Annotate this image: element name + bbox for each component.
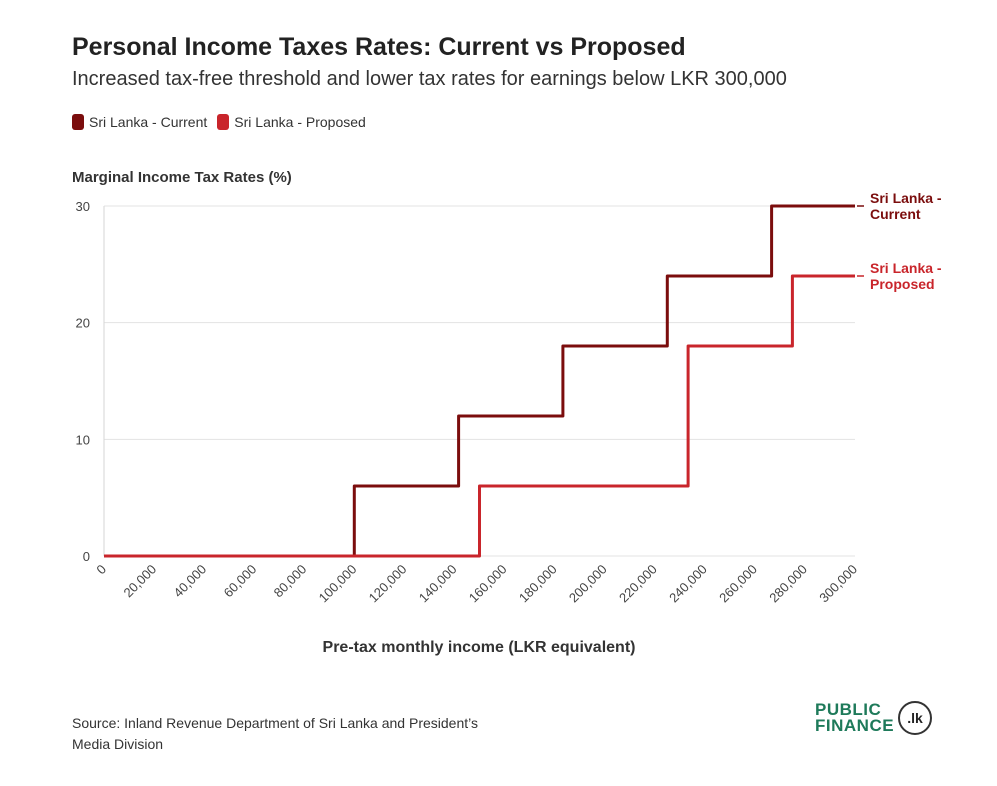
source-line-1: Source: Inland Revenue Department of Sri…	[72, 715, 478, 731]
y-tick-label-20: 20	[76, 316, 90, 331]
y-tick-label-10: 10	[76, 432, 90, 447]
x-axis-ticks: 0 20,000 40,000 60,000 80,000 100,000 120,000 1…	[93, 562, 860, 606]
logo-badge: .lk	[898, 701, 933, 735]
x-tick-label-140000: 140,000	[416, 562, 460, 606]
x-tick-label-300000: 300,000	[816, 562, 860, 606]
legend-swatch-proposed	[217, 114, 230, 130]
chart-subtitle: Increased tax-free threshold and lower t…	[72, 68, 787, 90]
x-tick-label-220000: 220,000	[616, 562, 660, 606]
x-tick-label-240000: 240,000	[666, 562, 710, 606]
x-axis-label: Pre-tax monthly income (LKR equivalent)	[322, 639, 636, 656]
publicfinance-logo: PUBLIC FINANCE .lk	[815, 700, 933, 735]
legend-item-current[interactable]: Sri Lanka - Current	[72, 114, 207, 130]
x-tick-label-20000: 20,000	[120, 562, 159, 601]
x-tick-label-120000: 120,000	[366, 562, 410, 606]
series-line-1	[104, 274, 855, 558]
x-tick-label-280000: 280,000	[766, 562, 810, 606]
x-tick-label-40000: 40,000	[171, 562, 210, 601]
legend-item-proposed[interactable]: Sri Lanka - Proposed	[217, 114, 366, 130]
end-label-line2-1: Proposed	[870, 276, 935, 292]
y-axis-label: Marginal Income Tax Rates (%)	[72, 169, 292, 186]
end-label-line1-1: Sri Lanka -	[870, 260, 942, 276]
end-label-line2-0: Current	[870, 206, 921, 222]
x-tick-label-160000: 160,000	[466, 562, 510, 606]
logo-line-1: PUBLIC	[815, 700, 882, 719]
end-label-line1-0: Sri Lanka -	[870, 190, 942, 206]
x-tick-label-200000: 200,000	[566, 562, 610, 606]
x-tick-label-60000: 60,000	[221, 562, 260, 601]
y-tick-label-0: 0	[83, 549, 90, 564]
y-tick-label-30: 30	[76, 199, 90, 214]
legend-swatch-current	[72, 114, 84, 130]
legend-label-proposed: Sri Lanka - Proposed	[234, 114, 366, 130]
series-line-0	[104, 204, 855, 558]
logo-line-2: FINANCE	[815, 716, 895, 735]
x-tick-label-180000: 180,000	[516, 562, 560, 606]
x-tick-label-0: 0	[93, 562, 109, 578]
chart-title: Personal Income Taxes Rates: Current vs …	[72, 33, 686, 61]
series-lines	[104, 204, 855, 558]
legend-label-current: Sri Lanka - Current	[89, 114, 208, 130]
x-tick-label-100000: 100,000	[316, 562, 360, 606]
source-note: Source: Inland Revenue Department of Sri…	[72, 713, 572, 755]
legend: Sri Lanka - Current Sri Lanka - Proposed	[72, 114, 376, 130]
source-line-2: Media Division	[72, 736, 164, 752]
x-tick-label-260000: 260,000	[716, 562, 760, 606]
x-tick-label-80000: 80,000	[271, 562, 310, 601]
logo-wordmark: PUBLIC FINANCE	[815, 700, 895, 735]
y-axis-ticks: 0 10 20 30	[76, 199, 90, 564]
